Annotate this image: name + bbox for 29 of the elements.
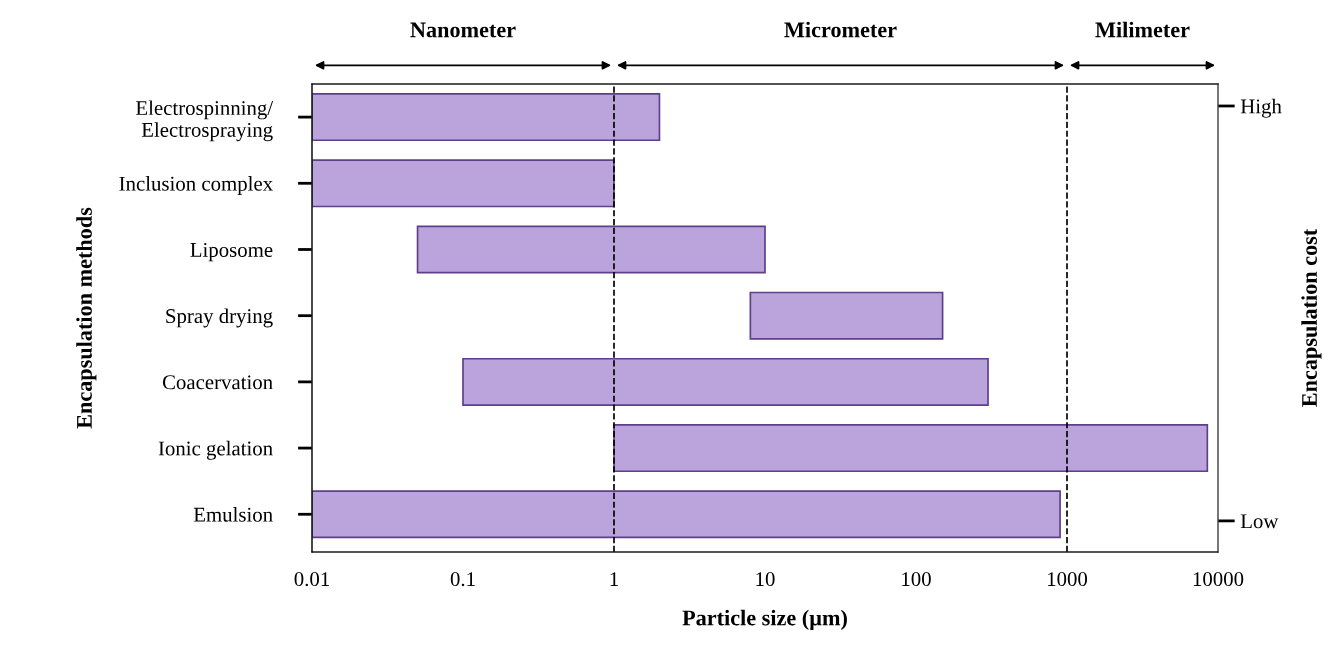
x-tick-label: 10 (756, 572, 775, 587)
bar (613, 424, 1209, 473)
x-tick-label: 0.01 (294, 572, 329, 587)
y-tick-label: Ionic gelation (158, 440, 273, 460)
text: Low (1240, 514, 1279, 529)
text: Micrometer (784, 21, 897, 38)
bar (312, 93, 661, 142)
y-tick-label: Emulsion (193, 507, 273, 522)
bar (312, 159, 615, 208)
bar (462, 357, 989, 406)
bar (416, 225, 766, 274)
x-tick-label: 0.1 (450, 572, 475, 587)
x-axis-title: Particle size (µm) (682, 609, 847, 630)
text: Milimeter (1095, 21, 1190, 38)
x-tick-label: 1 (610, 572, 618, 586)
y-tick-label: Electrospinning/ Electrospraying (136, 100, 274, 142)
y-tick-label: Liposome (190, 242, 273, 262)
y-tick-label: Spray drying (166, 308, 273, 328)
x-tick-label: 10000 (1193, 572, 1244, 587)
x-tick-label: 1000 (1048, 572, 1088, 587)
text: Nanometer (410, 22, 516, 38)
y2-axis-title: Encapsulation cost (1301, 228, 1322, 407)
y-tick-label: Coacervation (162, 375, 273, 390)
x-tick-label: 100 (902, 572, 931, 587)
text: High (1240, 98, 1282, 118)
bar (749, 291, 944, 340)
bar (312, 490, 1061, 539)
y-axis-title: Encapsulation methods (76, 207, 97, 429)
y-tick-label: Inclusion complex (119, 176, 273, 195)
